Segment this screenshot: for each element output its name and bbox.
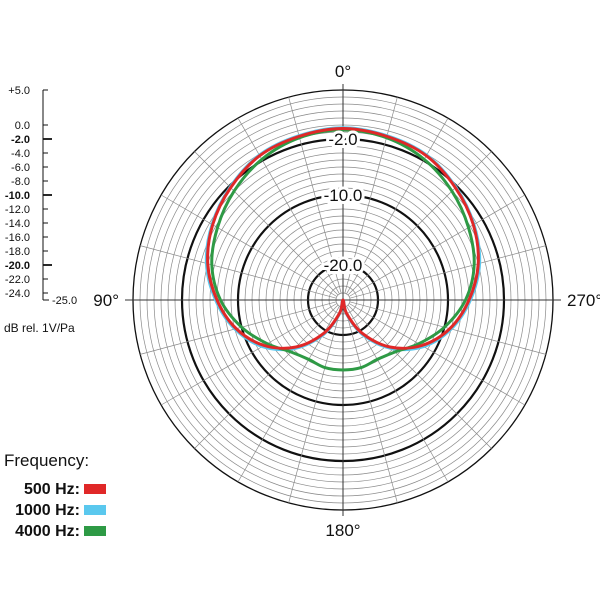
grid-spoke xyxy=(344,97,398,294)
legend-label: 1000 Hz: xyxy=(15,502,80,519)
ring-labels: -2.0 -10.0 -20.0 xyxy=(321,127,366,278)
scale-tick-label: -25.0 xyxy=(52,295,77,307)
scale-tick-label: -24.0 xyxy=(5,288,30,300)
grid-spoke xyxy=(344,306,398,503)
scale-tick-label: -6.0 xyxy=(11,162,30,174)
scale-tick-label: -16.0 xyxy=(5,232,30,244)
grid-spoke xyxy=(347,151,492,296)
scale-tick-label: -10.0 xyxy=(5,190,30,202)
ring-label: -10.0 xyxy=(324,186,363,205)
legend-label: 500 Hz: xyxy=(24,481,80,498)
grid-spoke xyxy=(194,304,339,449)
grid-spoke xyxy=(140,301,337,355)
series-layer xyxy=(204,126,482,372)
series-line-2 xyxy=(210,128,476,372)
series-line-0 xyxy=(206,127,480,350)
angle-label-90: 90° xyxy=(93,291,119,310)
scale-tick-label: -4.0 xyxy=(11,148,30,160)
grid-spoke xyxy=(288,306,342,503)
grid-spoke xyxy=(348,194,526,297)
grid-spoke xyxy=(347,304,492,449)
legend-label: 4000 Hz: xyxy=(15,523,80,540)
legend-swatch xyxy=(84,484,106,494)
legend-swatch xyxy=(84,505,106,515)
grid-spoke xyxy=(288,97,342,294)
legend-swatch xyxy=(84,526,106,536)
scale-tick-label: +5.0 xyxy=(8,85,30,97)
grid-spoke xyxy=(348,303,526,406)
grid-spoke xyxy=(349,245,546,299)
scale-tick-label: -2.0 xyxy=(11,134,30,146)
angle-labels: 0° 90° 180° 270° xyxy=(93,62,600,540)
scale-tick-label: -12.0 xyxy=(5,204,30,216)
legend-title: Frequency: xyxy=(4,451,89,470)
angle-label-180: 180° xyxy=(325,521,360,540)
scale-tick-label: -22.0 xyxy=(5,274,30,286)
scale-tick-label: 0.0 xyxy=(15,120,30,132)
scale-tick-label: -8.0 xyxy=(11,176,30,188)
angle-label-0: 0° xyxy=(335,62,351,81)
legend: Frequency: 500 Hz: 1000 Hz: 4000 Hz: xyxy=(4,451,106,540)
angle-label-270: 270° xyxy=(567,291,600,310)
unit-label: dB rel. 1V/Pa xyxy=(4,321,75,335)
scale-tick-label: -14.0 xyxy=(5,218,30,230)
radial-scale: +5.0 0.0 -2.0 -4.0 -6.0 -8.0 -10.0 -12.0 -14.0 -1… xyxy=(4,85,77,335)
grid-spoke xyxy=(346,117,449,295)
ring-label: -2.0 xyxy=(328,130,357,149)
grid-spoke xyxy=(237,117,340,295)
grid-spoke xyxy=(160,303,338,406)
grid-spoke xyxy=(160,194,338,297)
grid-spoke xyxy=(349,301,546,355)
grid-spoke xyxy=(140,245,337,299)
ring-label: -20.0 xyxy=(324,256,363,275)
grid-spoke xyxy=(194,151,339,296)
scale-tick-label: -20.0 xyxy=(5,260,30,272)
scale-tick-label: -18.0 xyxy=(5,246,30,258)
